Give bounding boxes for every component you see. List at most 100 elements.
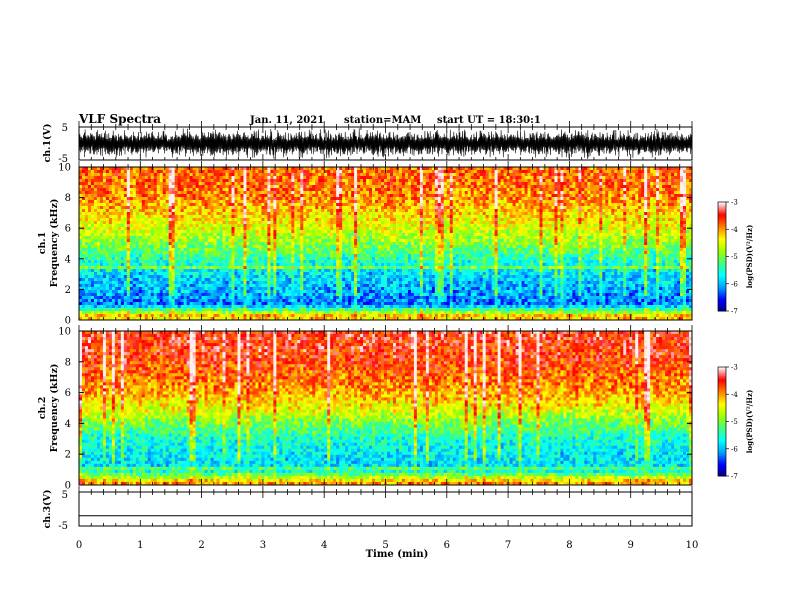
ch1-spectrogram-cell: [294, 218, 298, 222]
ch1-spectrogram-cell: [596, 176, 600, 180]
ch1-spectrogram-cell: [240, 227, 244, 231]
ch1-spectrogram-cell: [261, 239, 265, 243]
ch1-spectrogram-cell: [225, 188, 229, 192]
ch1-spectrogram-cell: [222, 221, 226, 225]
ch1-spectrogram-cell: [81, 209, 86, 213]
ch1-spectrogram-cell: [345, 218, 349, 222]
ch1-spectrogram-cell: [638, 194, 642, 198]
ch1-spectrogram-cell: [533, 224, 537, 228]
ch1-spectrogram-cell: [237, 236, 241, 240]
ch1-spectrogram-cell: [216, 197, 220, 201]
ch1-spectrogram-cell: [620, 212, 624, 216]
ch1-spectrogram-cell: [231, 236, 235, 240]
ch1-spectrogram-cell: [384, 185, 388, 189]
ch1-spectrogram-cell: [443, 182, 448, 186]
ch1-spectrogram-cell: [87, 233, 92, 237]
ch1-spectrogram-cell: [79, 191, 83, 195]
ch1-spectrogram-cell: [641, 206, 645, 210]
ch1-spectrogram-cell: [437, 215, 442, 219]
ch1-spectrogram-cell: [542, 185, 546, 189]
ch1-spectrogram-cell: [413, 176, 418, 180]
ch1-spectrogram-cell: [689, 179, 693, 183]
ch1-spectrogram-cell: [599, 188, 603, 192]
ch1-spectrogram-cell: [665, 233, 669, 237]
ch1-spectrogram-cell: [665, 176, 669, 180]
ch1-spectrogram-cell: [404, 188, 409, 192]
ch1-spectrogram-cell: [653, 218, 657, 222]
ch1-spectrogram-cell: [225, 230, 229, 234]
ch1-spectrogram-cell: [668, 173, 672, 177]
ch1-spectrogram-cell: [629, 173, 633, 177]
ch1-spectrogram-cell: [506, 203, 510, 207]
ch1-spectrogram-cell: [174, 203, 179, 207]
ch1-spectrogram-cell: [467, 233, 472, 237]
ch1-spectrogram-cell: [204, 185, 208, 189]
ch1-spectrogram-cell: [339, 209, 343, 213]
ch1-spectrogram-cell: [153, 212, 158, 216]
ch1-spectrogram-cell: [551, 224, 555, 228]
ch1-spectrogram-cell: [111, 173, 116, 177]
ch1-spectrogram-cell: [419, 197, 424, 201]
ch1-spectrogram-cell: [569, 212, 573, 216]
ch1-spectrogram-cell: [428, 170, 433, 174]
ch1-spectrogram-cell: [339, 203, 343, 207]
ch1-spectrogram-cell: [614, 197, 618, 201]
ch1-spectrogram-cell: [174, 218, 179, 222]
ch1-spectrogram-cell: [189, 215, 194, 219]
ch1-spectrogram-cell: [270, 221, 274, 225]
ch1-spectrogram-cell: [539, 236, 543, 240]
ch1-spectrogram-cell: [392, 212, 397, 216]
ch1-spectrogram-cell: [557, 212, 561, 216]
ch1-spectrogram-cell: [306, 212, 310, 216]
ch1-spectrogram-cell: [566, 167, 570, 171]
ch1-spectrogram-cell: [237, 221, 241, 225]
ch1-spectrogram-cell: [512, 167, 516, 171]
ch1-spectrogram-cell: [455, 224, 460, 228]
ch1-spectrogram-cell: [446, 179, 451, 183]
ch1-spectrogram-cell: [392, 197, 397, 201]
ch1-spectrogram-cell: [662, 188, 666, 192]
ch1-spectrogram-cell: [189, 218, 194, 222]
ch1-spectrogram-cell: [345, 167, 349, 171]
ch1-spectrogram-cell: [590, 170, 594, 174]
ch1-spectrogram-cell: [455, 236, 460, 240]
ch1-spectrogram-cell: [102, 203, 107, 207]
ch1-spectrogram-cell: [509, 191, 513, 195]
ch1-spectrogram-cell: [126, 203, 131, 207]
ch1-spectrogram-cell: [455, 227, 460, 231]
ch1-spectrogram-cell: [629, 194, 633, 198]
ch1-spectrogram-cell: [440, 170, 445, 174]
ch1-spectrogram-cell: [192, 233, 197, 237]
ch1-spectrogram-cell: [135, 209, 140, 213]
ch1-spectrogram-cell: [680, 185, 684, 189]
ch1-spectrogram-cell: [285, 215, 289, 219]
ch1-spectrogram-cell: [554, 185, 558, 189]
ch1-spectrogram-cell: [452, 176, 457, 180]
ch1-spectrogram-cell: [186, 233, 191, 237]
ch1-spectrogram-cell: [165, 230, 170, 234]
ch1-spectrogram-cell: [671, 182, 675, 186]
ch1-spectrogram-cell: [324, 197, 328, 201]
ch1-spectrogram-cell: [539, 188, 543, 192]
ch1-spectrogram-cell: [587, 230, 591, 234]
ch1-spectrogram-cell: [476, 194, 481, 198]
ch1-spectrogram-cell: [174, 194, 179, 198]
ch1-spectrogram-cell: [384, 188, 388, 192]
ch1-spectrogram-cell: [596, 194, 600, 198]
ch1-spectrogram-cell: [378, 188, 382, 192]
ch1-spectrogram-cell: [84, 233, 89, 237]
ch1-spectrogram-cell: [536, 179, 540, 183]
ch1-spectrogram-cell: [315, 182, 319, 186]
ch1-spectrogram-cell: [599, 176, 603, 180]
ch1-spectrogram-cell: [413, 221, 418, 225]
ch1-spectrogram-cell: [126, 239, 131, 243]
ch1-spectrogram-cell: [476, 227, 481, 231]
ch1-spectrogram-cell: [285, 212, 289, 216]
ch1-spectrogram-cell: [482, 215, 487, 219]
ch1-spectrogram-cell: [491, 176, 496, 180]
ch1-spectrogram-cell: [261, 227, 265, 231]
ch1-spectrogram-cell: [596, 182, 600, 186]
ch1-spectrogram-cell: [500, 188, 505, 192]
ch1-spectrogram-cell: [279, 194, 283, 198]
ch1-spectrogram-cell: [87, 194, 92, 198]
